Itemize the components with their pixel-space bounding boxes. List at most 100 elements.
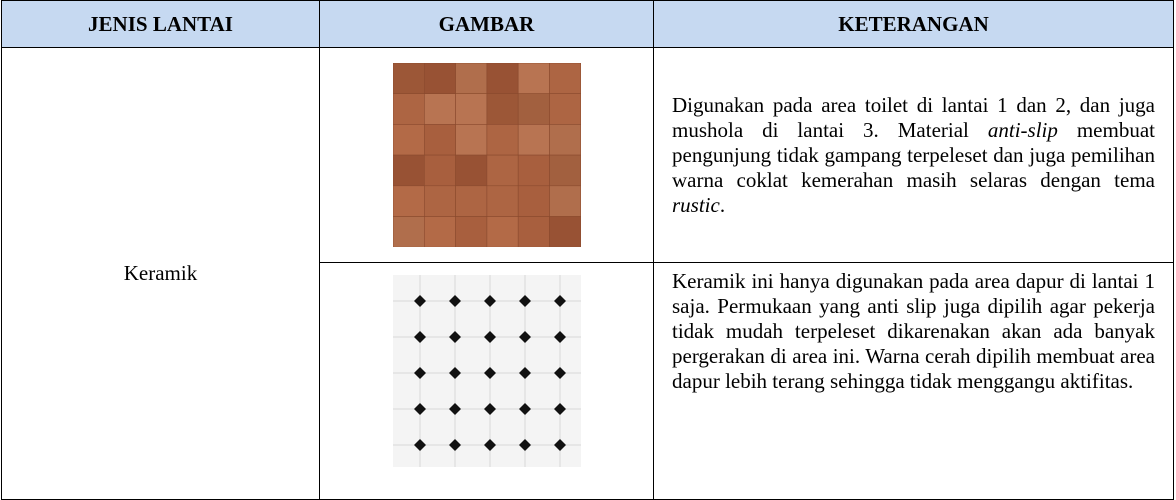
tile-detail (423, 216, 456, 247)
tile-detail (392, 372, 420, 410)
header-cell: GAMBAR (319, 0, 654, 48)
tile-detail (413, 367, 426, 379)
header-cell: KETERANGAN (653, 0, 1174, 48)
tile-image-white (392, 275, 581, 467)
tile-detail (392, 124, 425, 156)
tile-detail (413, 295, 426, 307)
tile-detail (392, 185, 425, 217)
row: Keramik Digunakan pada area toilet di la… (1, 47, 1174, 500)
tile-detail (454, 185, 487, 217)
tile-detail (423, 124, 456, 156)
tile-detail (419, 444, 455, 467)
tile-detail (423, 154, 456, 187)
tile-detail (553, 439, 566, 451)
italic-text: rustic (672, 192, 720, 217)
tile-detail (392, 275, 420, 302)
tile-detail (483, 403, 496, 415)
tile-detail (419, 300, 455, 338)
tile-detail (448, 331, 461, 343)
tile-detail (517, 63, 550, 95)
tile-detail (559, 275, 581, 302)
tile-detail (419, 408, 455, 446)
tile-detail (454, 444, 490, 467)
tile-detail (413, 403, 426, 415)
tile-image-brown (392, 63, 581, 247)
tile-detail (517, 124, 550, 156)
description: Keramik ini hanya digunakan pada area da… (653, 262, 1174, 500)
tile-detail (419, 372, 455, 410)
tile-detail (548, 93, 581, 125)
tile-detail (489, 444, 525, 467)
tile-detail (392, 336, 420, 374)
tile-detail (413, 439, 426, 451)
tile-detail (489, 336, 525, 374)
tile-detail (486, 124, 519, 156)
italic-text: anti-slip (987, 117, 1058, 142)
text: . (719, 192, 726, 217)
tile-detail (454, 154, 487, 187)
tile-detail (517, 154, 550, 187)
tile-detail (419, 275, 455, 302)
tile-detail (517, 93, 550, 125)
tile-detail (524, 300, 560, 338)
tile-detail (392, 63, 425, 95)
tile-detail (524, 444, 560, 467)
tile-detail (559, 336, 581, 374)
tile-detail (548, 216, 581, 247)
tile-detail (553, 367, 566, 379)
header-cell: JENIS LANTAI (1, 0, 320, 48)
tile-detail (518, 439, 531, 451)
image-cell (319, 47, 654, 263)
tile-detail (423, 185, 456, 217)
tile-detail (454, 408, 490, 446)
tile-detail (518, 331, 531, 343)
tile-detail (454, 300, 490, 338)
tile-detail (548, 154, 581, 187)
tile-detail (559, 372, 581, 410)
tile-detail (517, 185, 550, 217)
description: Digunakan pada area toilet di lantai 1 d… (653, 47, 1174, 263)
tile-detail (486, 216, 519, 247)
tile-detail (392, 93, 425, 125)
tile-detail (524, 372, 560, 410)
tile-detail (392, 300, 420, 338)
tile-detail (454, 216, 487, 247)
header-row: JENIS LANTAI GAMBAR KETERANGAN (1, 0, 1174, 48)
tile-detail (559, 408, 581, 446)
tile-detail (392, 408, 420, 446)
tile-detail (448, 367, 461, 379)
tile-detail (489, 408, 525, 446)
tile-detail (454, 336, 490, 374)
tile-detail (518, 367, 531, 379)
tile-detail (524, 275, 560, 302)
tile-detail (454, 124, 487, 156)
tile-detail (517, 216, 550, 247)
tile-detail (489, 372, 525, 410)
text: Digunakan pada area toilet di lantai 1 d… (672, 92, 1155, 142)
tile-detail (486, 93, 519, 125)
tile-detail (419, 336, 455, 374)
tile-detail (559, 444, 581, 467)
tile-detail (454, 372, 490, 410)
tile-detail (392, 154, 425, 187)
tile-detail (486, 63, 519, 95)
tile-detail (423, 63, 456, 95)
tile-detail (454, 63, 487, 95)
tile-detail (524, 408, 560, 446)
tile-detail (553, 403, 566, 415)
tile-detail (553, 331, 566, 343)
tile-detail (548, 124, 581, 156)
tile-detail (548, 185, 581, 217)
tile-detail (524, 336, 560, 374)
tile-detail (518, 295, 531, 307)
tile-detail (486, 154, 519, 187)
tile-detail (489, 275, 525, 302)
tile-detail (448, 403, 461, 415)
tile-detail (454, 93, 487, 125)
tile-detail (518, 403, 531, 415)
type-cell: Keramik (1, 47, 320, 500)
tile-detail (483, 367, 496, 379)
text: membuat pengunjung tidak gampang terpele… (672, 117, 1155, 192)
